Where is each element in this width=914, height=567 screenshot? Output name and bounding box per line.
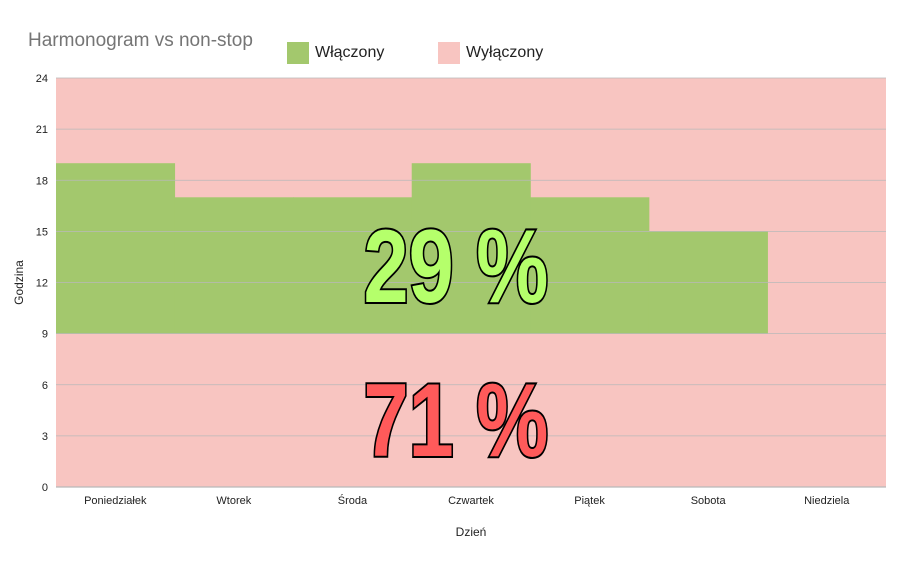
annotation-on-percent: 29 % bbox=[364, 208, 549, 324]
legend-swatch-off bbox=[438, 42, 460, 64]
y-tick-label: 21 bbox=[36, 124, 48, 136]
y-tick-label: 18 bbox=[36, 175, 48, 187]
x-tick-label: Niedziela bbox=[804, 495, 850, 507]
on-bar bbox=[411, 163, 531, 334]
legend-label-on: Włączony bbox=[315, 44, 385, 61]
y-axis-title: Godzina bbox=[12, 260, 26, 305]
x-tick-label: Czwartek bbox=[448, 495, 494, 507]
legend-label-off: Wyłączony bbox=[466, 44, 544, 61]
x-tick-label: Środa bbox=[338, 494, 368, 507]
x-tick-label: Wtorek bbox=[216, 495, 251, 507]
on-bar bbox=[174, 197, 294, 334]
legend-swatch-on bbox=[287, 42, 309, 64]
y-tick-label: 6 bbox=[42, 380, 48, 392]
x-axis-title: Dzień bbox=[456, 525, 487, 539]
y-tick-label: 15 bbox=[36, 226, 48, 238]
legend-item-on: Włączony bbox=[287, 42, 384, 64]
y-tick-label: 12 bbox=[36, 278, 48, 290]
x-tick-label: Poniedziałek bbox=[84, 495, 147, 507]
on-bar bbox=[530, 197, 650, 334]
y-tick-label: 3 bbox=[42, 431, 48, 443]
y-tick-label: 0 bbox=[42, 482, 48, 494]
x-tick-label: Sobota bbox=[691, 495, 727, 507]
on-bar bbox=[293, 197, 413, 334]
annotation-off-percent: 71 % bbox=[364, 362, 549, 478]
x-tick-label: Piątek bbox=[574, 495, 605, 507]
y-tick-label: 9 bbox=[42, 329, 48, 341]
chart-title: Harmonogram vs non-stop bbox=[28, 30, 253, 51]
y-tick-label: 24 bbox=[36, 73, 48, 85]
on-bar bbox=[56, 163, 176, 334]
legend-item-off: Wyłączony bbox=[438, 42, 543, 64]
